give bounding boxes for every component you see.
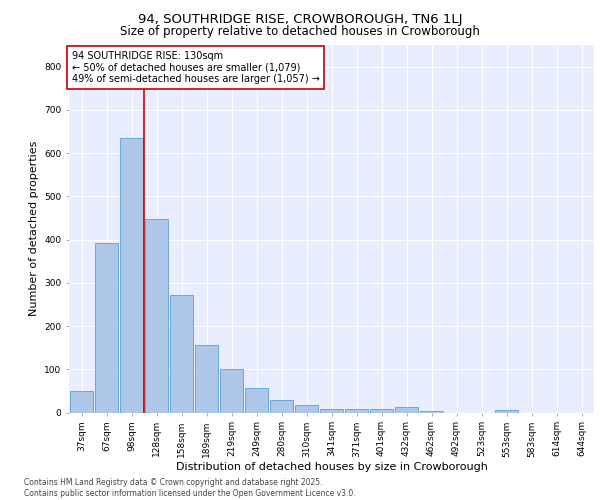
Bar [145,219,168,412]
Bar [220,370,243,412]
Y-axis label: Number of detached properties: Number of detached properties [29,141,38,316]
Text: Size of property relative to detached houses in Crowborough: Size of property relative to detached ho… [120,25,480,38]
Bar [345,410,368,412]
Bar [95,242,118,412]
Bar [270,400,293,412]
Bar [170,295,193,412]
Bar [120,138,143,412]
X-axis label: Distribution of detached houses by size in Crowborough: Distribution of detached houses by size … [176,462,487,472]
Bar [245,388,268,412]
Text: 94, SOUTHRIDGE RISE, CROWBOROUGH, TN6 1LJ: 94, SOUTHRIDGE RISE, CROWBOROUGH, TN6 1L… [138,12,462,26]
Bar [195,345,218,412]
Bar [320,409,343,412]
Bar [495,410,518,412]
Bar [295,404,318,412]
Text: Contains HM Land Registry data © Crown copyright and database right 2025.
Contai: Contains HM Land Registry data © Crown c… [24,478,356,498]
Bar [395,407,418,412]
Bar [370,410,393,412]
Text: 94 SOUTHRIDGE RISE: 130sqm
← 50% of detached houses are smaller (1,079)
49% of s: 94 SOUTHRIDGE RISE: 130sqm ← 50% of deta… [71,50,320,84]
Bar [70,391,93,412]
Bar [420,411,443,412]
